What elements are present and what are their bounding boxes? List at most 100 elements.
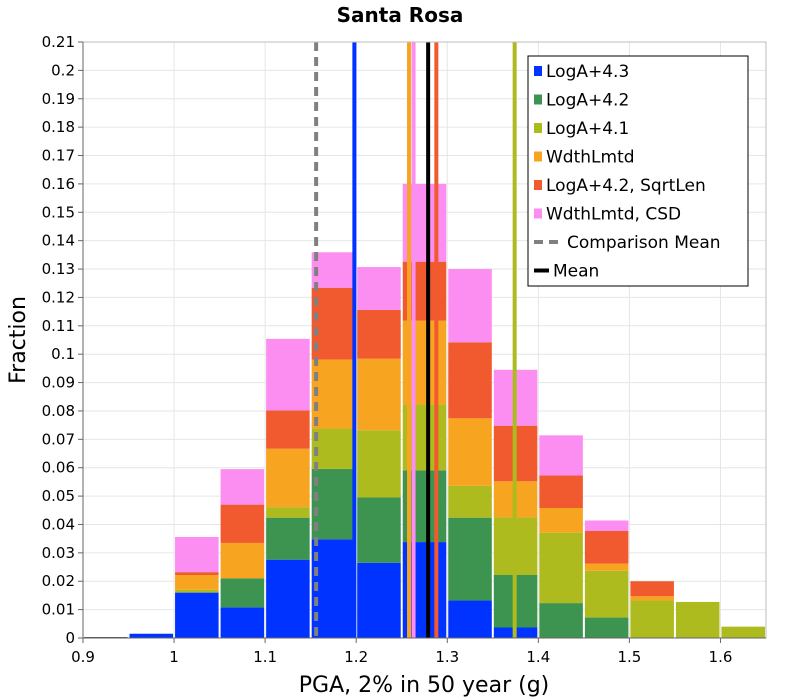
y-tick-label: 0.07	[42, 430, 75, 448]
y-tick-label: 0.04	[42, 515, 75, 533]
bar-segment-wdthlmtd-csd	[266, 338, 310, 411]
bar-segment-loga-4-2	[448, 517, 492, 601]
bar-segment-loga-4-2	[539, 603, 583, 638]
bar-segment-wdthlmtd	[448, 418, 492, 486]
legend-box	[527, 55, 749, 287]
y-tick-label: 0.05	[42, 487, 75, 505]
bar-segment-loga-4-1	[448, 485, 492, 518]
y-tick-label: 0.1	[51, 345, 75, 363]
bar-segment-loga-4-2	[357, 497, 401, 563]
bar-segment-loga-4-1	[721, 626, 765, 638]
y-axis-label: Fraction	[6, 296, 31, 384]
axes: 0 0.01 0.02 0.03 0.04 0.05 0.06 0.07 0.08 0.09 0.1…	[42, 33, 767, 666]
bar-segment-loga-4-1	[311, 428, 356, 469]
x-tick-label: 1.6	[709, 648, 733, 666]
bar-segment-wdthlmtd	[630, 596, 674, 601]
bar-segment-loga-4-2-sqrtlen	[266, 410, 310, 449]
bar-segment-loga-4-2-sqrtlen	[220, 504, 265, 543]
y-tick-label: 0.06	[42, 459, 75, 477]
bar-segment-wdthlmtd-csd	[584, 520, 629, 532]
x-tick-label: 1.3	[435, 648, 459, 666]
x-tick-label: 1	[169, 648, 179, 666]
bar-segment-loga-4-1	[630, 600, 674, 638]
bar-segment-wdthlmtd	[357, 358, 401, 431]
bar-segment-loga-4-3	[311, 539, 356, 638]
bar-segment-loga-4-2-sqrtlen	[311, 287, 356, 360]
legend-label-loga-4-2-sqrtlen: LogA+4.2, SqrtLen	[546, 176, 706, 196]
x-tick-label: 1.5	[617, 648, 641, 666]
bar-segment-wdthlmtd-csd	[220, 469, 265, 505]
legend-label-wdthlmtd: WdthLmtd	[546, 148, 635, 168]
y-tick-label: 0.16	[42, 175, 75, 193]
legend-swatch-loga-4-2-sqrtlen	[534, 180, 542, 190]
bar-segment-loga-4-2-sqrtlen	[584, 531, 629, 564]
bar-segment-wdthlmtd	[266, 448, 310, 508]
y-tick-label: 0	[65, 629, 75, 647]
bar-segment-loga-4-1	[675, 601, 720, 638]
legend: LogA+4.3 LogA+4.2 LogA+4.1 WdthLmtd LogA+4.2…	[527, 55, 749, 287]
legend-label-loga-4-1: LogA+4.1	[546, 119, 629, 139]
legend-label-wdthlmtd-csd: WdthLmtd, CSD	[546, 205, 681, 225]
legend-swatch-loga-4-2	[534, 94, 542, 105]
bar-segment-loga-4-1	[357, 430, 401, 498]
x-axis-label: PGA, 2% in 50 year (g)	[299, 673, 550, 698]
y-tick-label: 0.19	[42, 90, 75, 108]
bar-segment-loga-4-3	[129, 633, 174, 638]
bar-segment-wdthlmtd-csd	[311, 252, 356, 288]
bar-segment-loga-4-1	[266, 507, 310, 518]
y-tick-label: 0.02	[42, 572, 75, 590]
bar-segment-loga-4-2-sqrtlen	[630, 581, 674, 597]
y-tick-label: 0.15	[42, 203, 75, 221]
bar-segment-loga-4-3	[266, 559, 310, 638]
y-tick-label: 0.2	[51, 61, 75, 79]
y-tick-label: 0.14	[42, 232, 75, 250]
histogram-bars	[84, 183, 765, 638]
bar-segment-wdthlmtd-csd	[448, 269, 492, 343]
x-tick-label: 1.1	[253, 648, 277, 666]
bar-segment-loga-4-2-sqrtlen	[539, 475, 583, 509]
chart-title: Santa Rosa	[337, 3, 464, 27]
y-tick-label: 0.01	[42, 601, 75, 619]
bar-segment-loga-4-2-sqrtlen	[448, 342, 492, 419]
y-tick-label: 0.12	[42, 288, 75, 306]
y-tick-label: 0.08	[42, 402, 75, 420]
y-tick-label: 0.09	[42, 374, 75, 392]
legend-swatch-loga-4-3	[534, 66, 542, 76]
bar-segment-wdthlmtd	[220, 542, 265, 579]
bar-segment-wdthlmtd-csd	[357, 267, 401, 310]
y-tick-label: 0.03	[42, 544, 75, 562]
bar-segment-loga-4-3	[357, 562, 401, 638]
bar-segment-wdthlmtd-csd	[539, 435, 583, 476]
x-tick-label: 0.9	[71, 648, 95, 666]
legend-label-mean: Mean	[553, 262, 599, 282]
bar-segment-wdthlmtd	[539, 508, 583, 533]
y-tick-label: 0.13	[42, 260, 75, 278]
y-tick-label: 0.18	[42, 118, 75, 136]
bar-segment-loga-4-3	[175, 592, 219, 638]
y-tick-label: 0.17	[42, 147, 75, 165]
bar-segment-loga-4-1	[539, 532, 583, 604]
bar-segment-wdthlmtd	[175, 574, 219, 590]
bar-segment-loga-4-2	[311, 468, 356, 540]
bar-segment-loga-4-3	[220, 607, 265, 638]
legend-swatch-loga-4-1	[534, 123, 542, 133]
bar-segment-loga-4-1	[175, 589, 219, 593]
legend-swatch-wdthlmtd-csd	[534, 208, 542, 219]
bar-segment-loga-4-2	[220, 578, 265, 608]
bar-segment-loga-4-2-sqrtlen	[357, 309, 401, 359]
legend-label-loga-4-3: LogA+4.3	[546, 62, 629, 82]
bar-segment-loga-4-2	[266, 517, 310, 560]
bar-segment-wdthlmtd	[311, 359, 356, 429]
legend-label-comparison-mean: Comparison Mean	[567, 233, 721, 253]
bar-segment-loga-4-1	[584, 570, 629, 618]
y-tick-label: 0.11	[42, 317, 75, 335]
x-tick-label: 1.4	[526, 648, 550, 666]
bar-segment-loga-4-3	[448, 600, 492, 638]
x-tick-label: 1.2	[344, 648, 368, 666]
bar-segment-loga-4-2-sqrtlen	[175, 572, 219, 575]
mean-lines	[314, 42, 517, 638]
legend-label-loga-4-2: LogA+4.2	[546, 91, 629, 111]
bar-segment-wdthlmtd	[584, 563, 629, 571]
bar-segment-wdthlmtd-csd	[175, 536, 219, 573]
